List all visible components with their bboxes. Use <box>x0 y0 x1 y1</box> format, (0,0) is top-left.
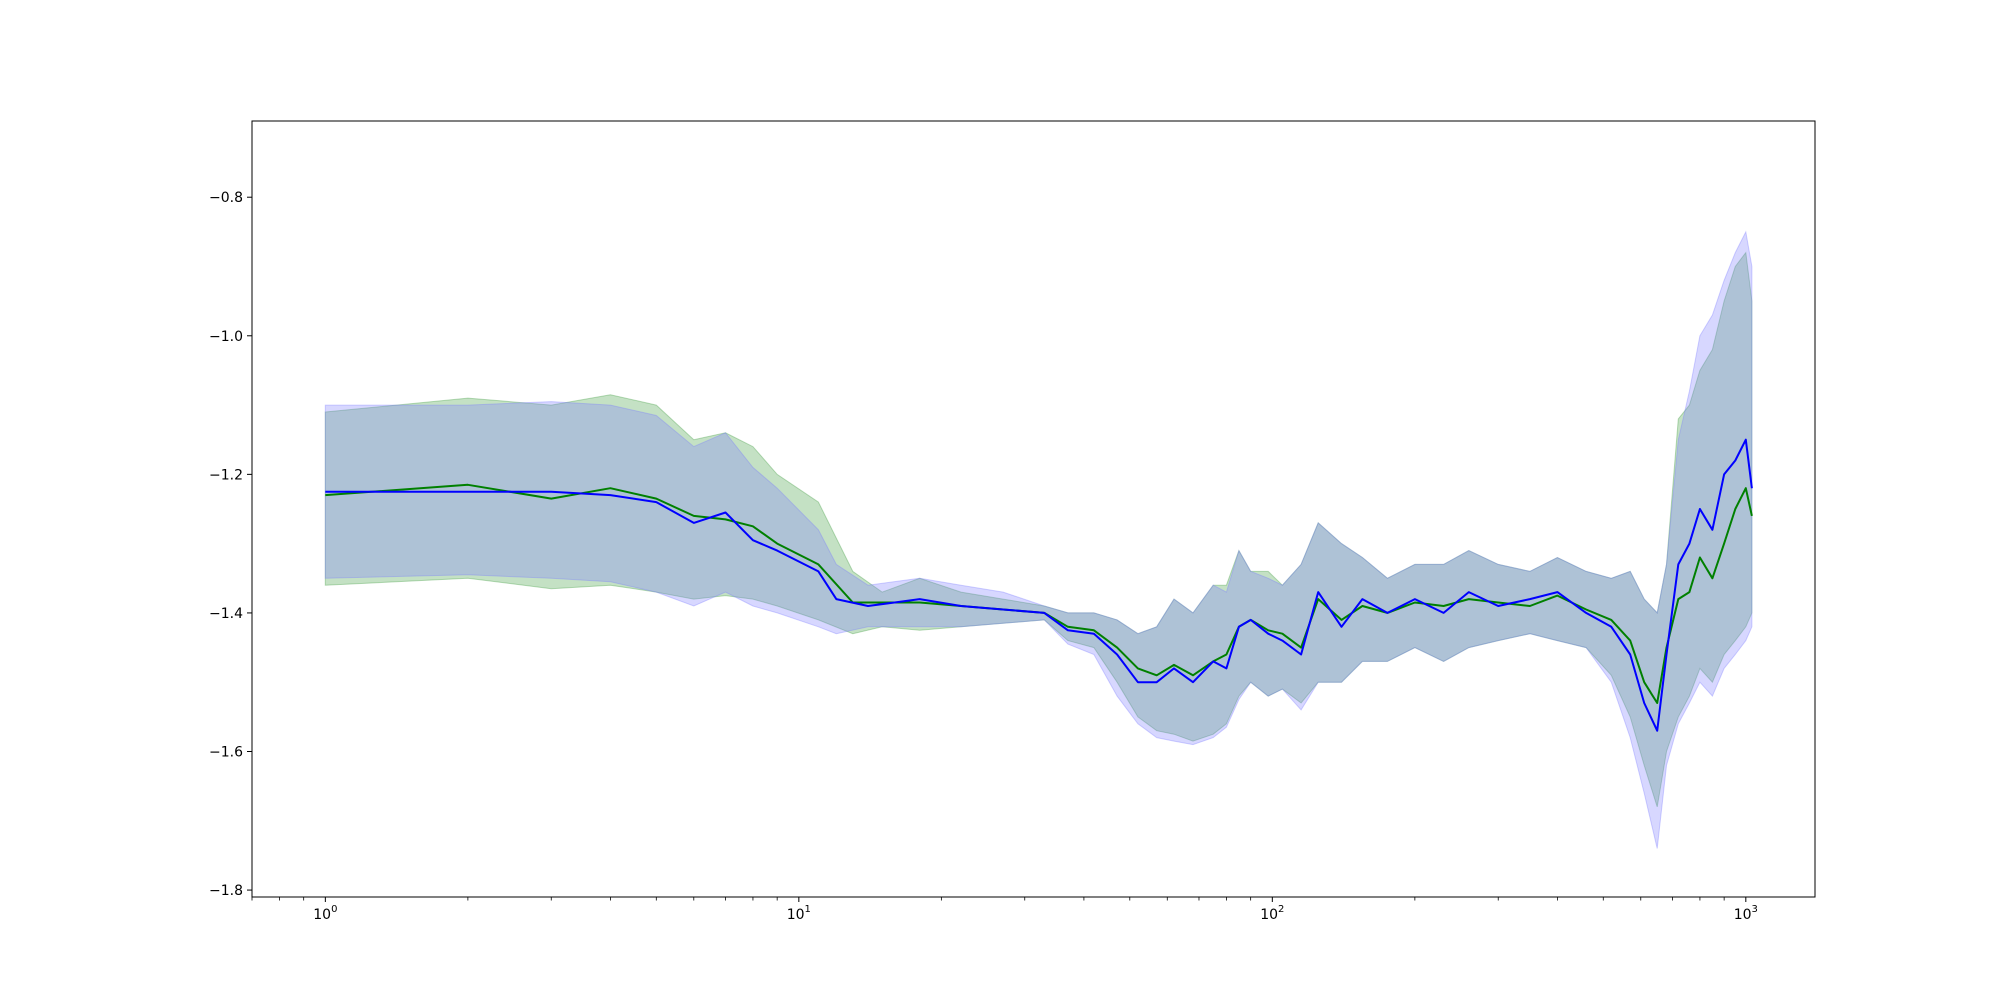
plot-frame <box>251 120 1816 898</box>
band-series-2 <box>324 230 1753 849</box>
line-series-1 <box>325 483 1753 704</box>
y-tick-label: −1.6 <box>209 745 243 761</box>
x-axis: 100 101 102 103 <box>251 897 1758 923</box>
x-tick-label: 102 <box>1260 904 1284 923</box>
confidence-bands <box>324 230 1753 849</box>
plot-area <box>252 121 1815 897</box>
x-tick-label: 101 <box>787 904 811 923</box>
y-tick-label: −0.8 <box>209 190 243 206</box>
series-lines <box>325 438 1753 732</box>
band-series-1 <box>324 251 1753 808</box>
x-tick-label: 100 <box>313 904 337 923</box>
y-tick-label: −1.2 <box>209 467 243 483</box>
x-tick-label: 103 <box>1734 904 1758 923</box>
y-tick-label: −1.0 <box>209 329 243 345</box>
y-axis: −0.8 −1.0 −1.2 −1.4 −1.6 −1.8 <box>209 190 252 899</box>
y-tick-label: −1.8 <box>209 883 243 899</box>
y-tick-label: −1.4 <box>209 606 243 622</box>
line-series-2 <box>325 438 1753 732</box>
